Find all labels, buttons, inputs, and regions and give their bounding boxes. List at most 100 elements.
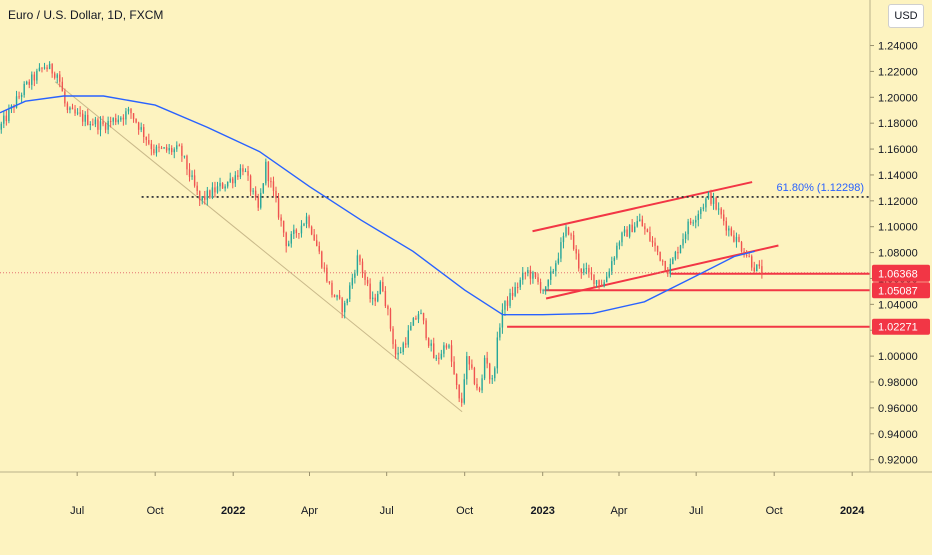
candle-body (473, 367, 476, 384)
candle-body (313, 234, 315, 241)
candle-body (382, 282, 384, 292)
candle-body (659, 251, 661, 261)
price-tag: 1.06368 (872, 265, 930, 282)
candle-body (758, 264, 761, 267)
candle-body (511, 292, 514, 296)
candle-body (481, 378, 483, 391)
candle-body (435, 357, 437, 359)
candle-body (415, 318, 417, 320)
candle-body (316, 240, 318, 247)
candle-body (321, 251, 323, 268)
candle-body (628, 224, 631, 237)
currency-button[interactable]: USD (888, 4, 924, 28)
candle-body (756, 264, 758, 272)
candle-body (501, 309, 504, 328)
candle-body (450, 345, 453, 362)
y-tick-label: 0.94000 (878, 429, 918, 441)
candle-body (165, 147, 168, 151)
trendline-downtrend[interactable] (54, 81, 463, 413)
candle-body (527, 270, 529, 274)
candle-body (38, 67, 41, 71)
trendline-channel-upper[interactable] (532, 181, 753, 233)
candle-body (260, 192, 262, 208)
candle-body (621, 232, 623, 243)
candle-body (562, 235, 565, 243)
x-tick-label: Jul (380, 505, 394, 517)
candle-body (626, 229, 628, 237)
candle-body (522, 272, 524, 280)
candle-body (743, 251, 745, 255)
candle-body (669, 263, 672, 275)
candle-body (323, 267, 326, 269)
candle-body (407, 330, 409, 345)
candle-body (28, 81, 30, 85)
candle-body (104, 124, 107, 130)
candle-body (252, 190, 254, 192)
candle-body (295, 229, 298, 234)
candle-body (745, 254, 748, 256)
x-tick-label: 2023 (530, 505, 554, 517)
candle-body (453, 361, 455, 374)
candle-body (455, 373, 458, 386)
candle-body (730, 228, 733, 236)
candle-body (700, 208, 702, 215)
candle-body (298, 233, 300, 235)
y-tick-label: 1.16000 (878, 144, 918, 156)
candle-body (616, 245, 618, 258)
moving-average (0, 95, 755, 316)
candle-body (15, 96, 18, 108)
candle-body (333, 294, 336, 298)
candle-body (402, 343, 404, 352)
candle-body (0, 123, 2, 130)
candle-body (641, 219, 644, 227)
candle-body (692, 222, 694, 224)
candle-body (89, 124, 92, 126)
candle-body (631, 224, 633, 233)
candle-body (542, 290, 544, 292)
candle-body (303, 223, 305, 226)
candle-body (41, 67, 43, 69)
candle-body (285, 232, 287, 247)
y-tick-label: 1.00000 (878, 351, 918, 363)
candle-body (99, 121, 102, 130)
candle-body (537, 277, 539, 283)
y-tick-label: 1.18000 (878, 118, 918, 130)
candle-body (364, 272, 366, 280)
candle-body (239, 168, 242, 178)
candle-body (689, 221, 692, 224)
candle-body (351, 277, 354, 286)
candle-body (371, 297, 374, 300)
candle-body (148, 140, 150, 144)
candle-body (145, 136, 147, 141)
candle-body (188, 169, 191, 177)
candle-body (433, 343, 435, 359)
candle-body (87, 114, 89, 125)
candle-body (92, 124, 94, 126)
candle-body (684, 234, 687, 240)
candle-body (427, 338, 430, 346)
candle-body (267, 161, 270, 182)
candle-body (23, 83, 25, 95)
candle-body (20, 94, 23, 97)
candle-body (254, 190, 257, 198)
y-tick-label: 0.92000 (878, 455, 918, 467)
candle-body (8, 109, 10, 122)
candle-body (102, 121, 104, 125)
candle-body (229, 178, 231, 182)
candle-body (649, 232, 651, 241)
candle-body (140, 127, 142, 130)
candle-body (590, 272, 593, 275)
candle-body (71, 107, 74, 110)
candle-body (532, 272, 534, 279)
candle-body (504, 300, 506, 310)
candle-body (76, 112, 79, 114)
x-tick-label: Oct (147, 505, 164, 517)
candle-body (343, 303, 346, 313)
y-tick-label: 1.12000 (878, 196, 918, 208)
candle-body (399, 351, 402, 353)
y-tick-label: 1.14000 (878, 170, 918, 182)
horizontal-levels[interactable]: 61.80% (1.12298) (0, 182, 870, 328)
candle-body (656, 245, 659, 252)
